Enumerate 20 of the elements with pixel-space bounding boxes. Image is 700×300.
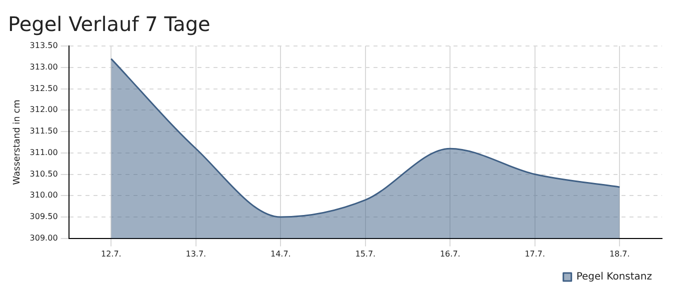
y-tick-label: 309.50 <box>30 212 58 222</box>
y-tick-label: 313.00 <box>30 62 58 72</box>
y-tick-label: 311.00 <box>30 148 58 157</box>
y-axis-title: Wasserstand in cm <box>12 100 23 185</box>
chart-title: Pegel Verlauf 7 Tage <box>8 12 210 36</box>
y-tick-label: 309.00 <box>30 233 58 242</box>
x-tick-label: 13.7. <box>186 249 206 258</box>
legend-label: Pegel Konstanz <box>576 272 652 283</box>
y-tick-label: 310.50 <box>30 169 58 178</box>
x-tick-label: 12.7. <box>100 249 122 258</box>
y-tick-label: 310.00 <box>30 190 58 200</box>
x-tick-label: 15.7. <box>355 249 376 258</box>
y-tick-label: 311.50 <box>30 126 58 136</box>
x-tick-label: 17.7. <box>524 249 546 258</box>
y-tick-label: 313.50 <box>30 41 58 50</box>
x-tick-label: 16.7. <box>440 249 460 258</box>
x-tick-label: 14.7. <box>270 249 291 258</box>
y-tick-label: 312.00 <box>30 105 58 114</box>
y-tick-label: 312.50 <box>30 84 58 93</box>
x-tick-label: 18.7. <box>609 249 630 258</box>
